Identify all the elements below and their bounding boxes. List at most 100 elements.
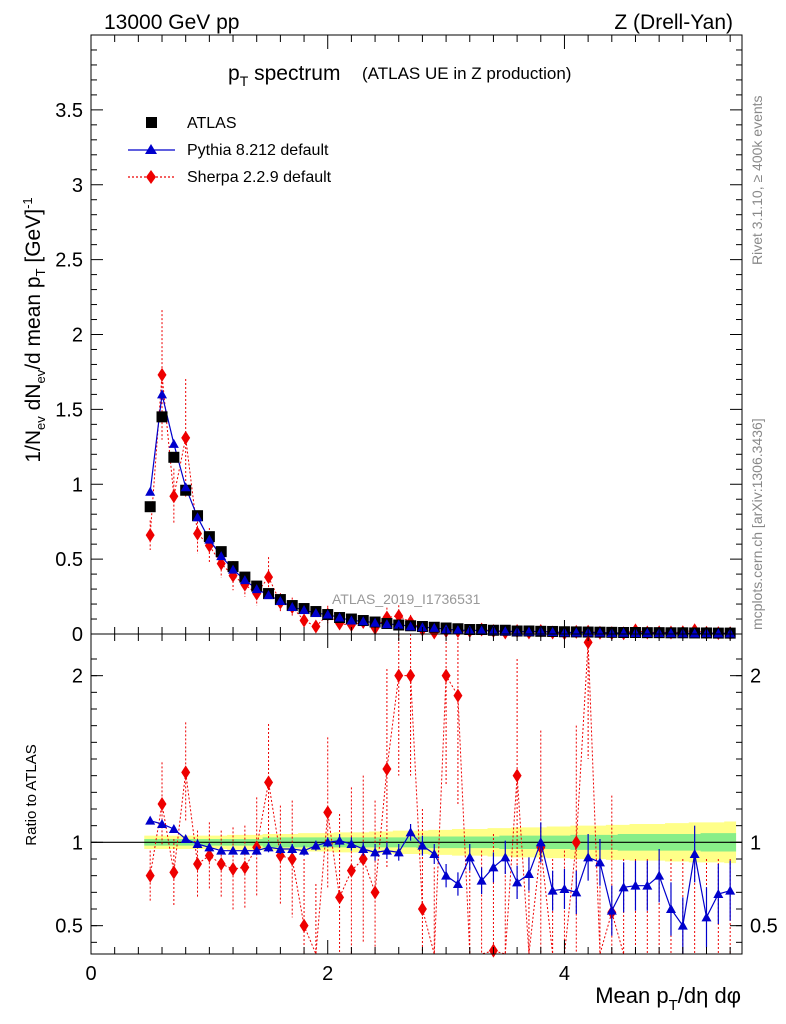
sherpa-ratio-point bbox=[216, 857, 226, 871]
pythia-ratio-point bbox=[251, 845, 262, 855]
pythia-ratio-point bbox=[157, 819, 168, 828]
sherpa-ratio-point bbox=[323, 805, 333, 820]
sherpa-ratio-point bbox=[394, 668, 404, 683]
legend-label-atlas: ATLAS bbox=[187, 115, 237, 132]
sherpa-ratio-point bbox=[157, 797, 167, 811]
ratio-y-tick-label-left: 1 bbox=[72, 832, 83, 854]
sherpa-ratio-point bbox=[287, 852, 297, 866]
pythia-main-point bbox=[429, 622, 440, 632]
pythia-main-point bbox=[299, 605, 310, 615]
y-tick-label: 2 bbox=[72, 325, 83, 347]
pythia-ratio-point bbox=[606, 905, 617, 915]
pythia-ratio-point bbox=[180, 834, 191, 843]
header-right: Z (Drell-Yan) bbox=[614, 11, 733, 34]
y-tick-label: 0 bbox=[72, 624, 83, 646]
pythia-ratio-point bbox=[654, 870, 665, 880]
title-note: (ATLAS UE in Z production) bbox=[362, 64, 571, 83]
pythia-main-point bbox=[228, 564, 239, 574]
sherpa-ratio-point bbox=[299, 918, 309, 933]
axes: 0 0.5 1 1.5 2 2.5 3 3.5 0.5 0.5 1 1 2 2 0 2 4 bbox=[55, 35, 778, 985]
sherpa-ratio-point bbox=[181, 765, 191, 780]
pythia-ratio-point bbox=[417, 840, 428, 850]
pythia-main-point bbox=[405, 621, 416, 631]
pythia-ratio-point bbox=[216, 845, 227, 855]
ratio-y-tick-label-left: 2 bbox=[72, 666, 83, 688]
x-tick-label: 0 bbox=[85, 963, 96, 985]
pythia-ratio-point bbox=[665, 904, 676, 913]
sherpa-main-point bbox=[145, 528, 155, 543]
legend-label-sherpa: Sherpa 2.2.9 default bbox=[187, 169, 332, 186]
pythia-main-point bbox=[346, 615, 357, 625]
ratio-y-axis-label: Ratio to ATLAS bbox=[23, 744, 40, 845]
pythia-ratio-point bbox=[228, 845, 239, 855]
y-tick-label: 1.5 bbox=[55, 399, 83, 421]
x-tick-label: 4 bbox=[559, 963, 570, 985]
legend-entry-sherpa: Sherpa 2.2.9 default bbox=[128, 169, 332, 186]
ratio-panel bbox=[91, 634, 742, 958]
pythia-ratio-point bbox=[192, 839, 203, 848]
atlas-main-point bbox=[156, 411, 168, 423]
pythia-ratio-point bbox=[594, 857, 605, 867]
legend-label-pythia: Pythia 8.212 default bbox=[187, 142, 329, 159]
ratio-y-tick-label-right: 0.5 bbox=[750, 916, 778, 938]
ratio-y-tick-label-right: 1 bbox=[750, 832, 761, 854]
pythia-main-point bbox=[452, 625, 463, 635]
pythia-main-point bbox=[689, 628, 700, 638]
pythia-ratio-point bbox=[677, 920, 688, 930]
pythia-ratio-point bbox=[452, 879, 463, 888]
ratio-y-tick-label-right: 2 bbox=[750, 666, 761, 688]
atlas-main-point bbox=[168, 451, 180, 463]
pythia-ratio-point bbox=[275, 844, 286, 853]
sherpa-ratio-point bbox=[417, 902, 427, 916]
pythia-ratio-point bbox=[145, 815, 156, 825]
title-rest: spectrum bbox=[248, 62, 340, 85]
legend-marker-sherpa bbox=[146, 170, 156, 184]
pythia-main-point bbox=[381, 619, 392, 629]
pythia-ratio-point bbox=[571, 887, 582, 897]
pythia-main-point bbox=[145, 486, 156, 496]
pythia-ratio-point bbox=[358, 844, 369, 853]
pythia-ratio-point bbox=[500, 852, 511, 862]
y-tick-label: 3 bbox=[72, 175, 83, 197]
pythia-ratio-point bbox=[618, 882, 629, 892]
sherpa-ratio-point bbox=[346, 863, 356, 878]
title-p: p bbox=[228, 62, 240, 85]
y-tick-label: 2.5 bbox=[55, 250, 83, 272]
pythia-main-point bbox=[251, 584, 262, 594]
y-tick-label: 3.5 bbox=[55, 100, 83, 122]
sherpa-ratio-point bbox=[193, 857, 203, 871]
pythia-main-point bbox=[523, 626, 534, 636]
pythia-main-point bbox=[393, 619, 404, 629]
sherpa-ratio-point bbox=[512, 768, 522, 783]
pythia-main-point bbox=[334, 612, 345, 622]
legend-marker-atlas bbox=[146, 117, 157, 128]
sherpa-ratio-point bbox=[228, 862, 238, 876]
pythia-ratio-point bbox=[689, 849, 700, 858]
pythia-ratio-point bbox=[287, 844, 298, 853]
pythia-ratio-point bbox=[168, 824, 179, 833]
pythia-main-point bbox=[239, 575, 250, 585]
pythia-ratio-point bbox=[547, 885, 558, 895]
sherpa-ratio-point bbox=[145, 868, 155, 883]
sherpa-ratio-point bbox=[583, 635, 593, 650]
sherpa-main-point bbox=[299, 613, 309, 628]
pythia-ratio-point bbox=[346, 839, 357, 848]
pythia-main-point bbox=[500, 626, 511, 636]
analysis-watermark: ATLAS_2019_I1736531 bbox=[332, 591, 481, 607]
pythia-ratio-point bbox=[239, 845, 250, 855]
pythia-main-point bbox=[665, 628, 676, 638]
sherpa-ratio-point bbox=[264, 775, 274, 790]
legend-marker-pythia bbox=[145, 144, 157, 154]
sherpa-ratio-point bbox=[453, 688, 463, 703]
pythia-main-point bbox=[642, 627, 653, 637]
pythia-ratio-point bbox=[370, 847, 381, 857]
pythia-ratio-point bbox=[642, 880, 653, 890]
ratio-y-tick-label-left: 0.5 bbox=[55, 916, 83, 938]
sherpa-main-point bbox=[157, 367, 167, 382]
pythia-ratio-point bbox=[488, 862, 499, 872]
pythia-ratio-point bbox=[476, 875, 487, 885]
pythia-ratio-point bbox=[299, 845, 310, 855]
pythia-main-point bbox=[476, 625, 487, 635]
y-tick-label: 0.5 bbox=[55, 549, 83, 571]
